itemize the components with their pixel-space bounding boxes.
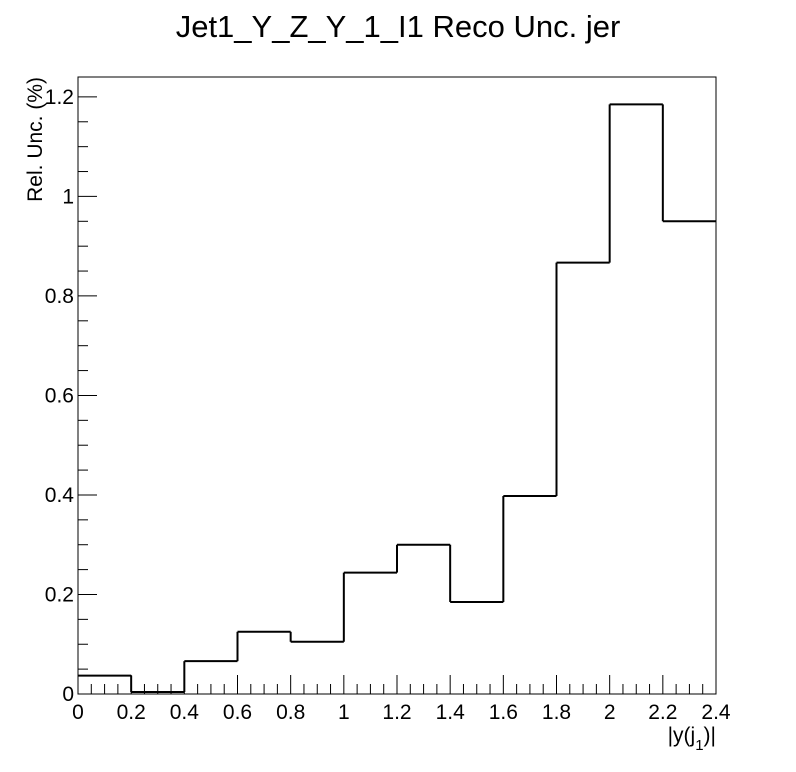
y-tick-label: 0 bbox=[62, 683, 74, 706]
x-tick-label: 2.2 bbox=[648, 701, 677, 724]
y-tick-label: 1 bbox=[62, 185, 74, 208]
x-axis: 0 0.2 0.4 0.6 0.8 1 1.2 1.4 1.6 1.8 2 2.2 2.4 bbox=[72, 675, 731, 724]
x-axis-label-main: |y(j bbox=[668, 724, 696, 747]
x-tick-label: 1 bbox=[338, 701, 350, 724]
x-tick-label: 2.4 bbox=[701, 701, 731, 724]
y-axis-label: Rel. Unc. (%) bbox=[24, 77, 47, 202]
x-tick-label: 1.2 bbox=[382, 701, 411, 724]
y-tick-label: 1.2 bbox=[45, 86, 74, 109]
plot-frame bbox=[77, 76, 717, 695]
x-axis-label: |y(j1)| bbox=[668, 724, 716, 754]
x-tick-label: 1.8 bbox=[542, 701, 571, 724]
x-tick-label: 1.4 bbox=[436, 701, 466, 724]
x-tick-label: 0.6 bbox=[223, 701, 252, 724]
x-axis-label-end: )| bbox=[704, 724, 716, 747]
x-tick-label: 2 bbox=[604, 701, 616, 724]
y-tick-label: 0.6 bbox=[45, 384, 74, 407]
x-tick-label: 0.4 bbox=[170, 701, 200, 724]
y-tick-label: 0.2 bbox=[45, 583, 74, 606]
x-tick-label: 0 bbox=[72, 701, 84, 724]
x-tick-label: 1.6 bbox=[489, 701, 518, 724]
x-tick-label: 0.2 bbox=[117, 701, 146, 724]
y-axis: 0 0.2 0.4 0.6 0.8 1 1.2 bbox=[45, 86, 97, 706]
x-tick-label: 0.8 bbox=[276, 701, 305, 724]
histogram-series bbox=[78, 103, 716, 694]
chart-title: Jet1_Y_Z_Y_1_I1 Reco Unc. jer bbox=[176, 9, 621, 44]
y-tick-label: 0.8 bbox=[45, 285, 74, 308]
x-axis-label-subscript: 1 bbox=[695, 737, 703, 754]
y-tick-label: 0.4 bbox=[45, 484, 75, 507]
